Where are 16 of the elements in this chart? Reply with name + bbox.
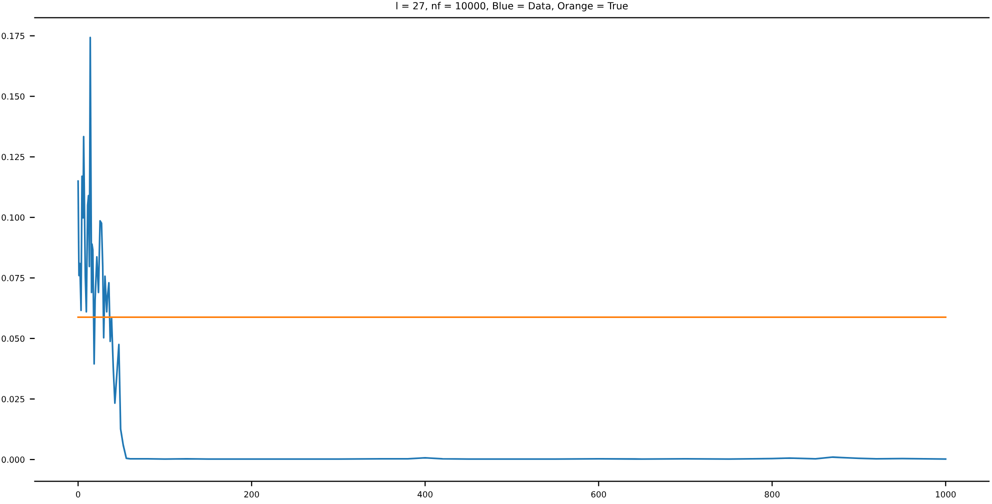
y-tick-label: 0.150 xyxy=(2,93,24,100)
y-tick-label: 0.050 xyxy=(2,335,24,342)
x-tick-label: 0 xyxy=(76,491,80,498)
y-tick-label: 0.075 xyxy=(2,274,24,282)
y-tick-label: 0.000 xyxy=(2,456,24,463)
y-tick-label: 0.100 xyxy=(2,214,24,221)
chart-title: l = 27, nf = 10000, Blue = Data, Orange = True xyxy=(396,2,628,12)
x-tick-label: 1000 xyxy=(936,491,956,498)
y-tick-label: 0.125 xyxy=(2,154,24,160)
x-tick-label: 600 xyxy=(591,491,606,498)
x-tick-label: 200 xyxy=(244,491,260,498)
x-tick-label: 800 xyxy=(764,491,780,498)
y-tick-label: 0.175 xyxy=(2,32,24,40)
x-tick-label: 400 xyxy=(418,491,433,498)
y-tick-label: 0.025 xyxy=(2,396,24,402)
line-series xyxy=(77,36,946,460)
